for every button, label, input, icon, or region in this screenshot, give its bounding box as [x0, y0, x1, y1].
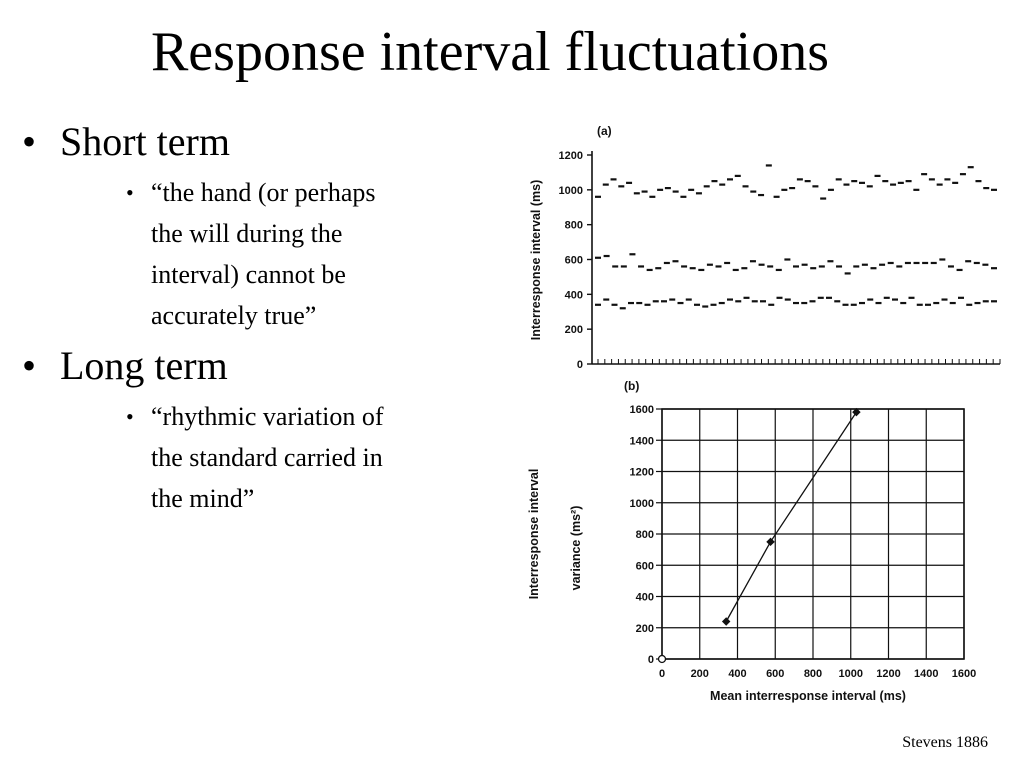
y-tick-label: 400: [565, 289, 583, 301]
x-tick-label: 800: [804, 668, 822, 680]
plot-frame: [661, 408, 965, 660]
sub-bullet-dot: •: [126, 180, 134, 205]
quote-line: “rhythmic variation of: [151, 402, 384, 431]
y-tick-label: 200: [565, 324, 583, 336]
y-tick-label: 1000: [630, 498, 654, 510]
y-tick-label: 1400: [630, 435, 654, 447]
y-tick-label: 200: [636, 623, 654, 635]
sub-bullet-text: “the hand (or perhaps the will during th…: [151, 172, 376, 336]
quote-line: interval) cannot be: [151, 260, 346, 289]
x-tick-label: 1000: [839, 668, 863, 680]
slide-title: Response interval fluctuations: [150, 21, 830, 83]
x-tick-label: 600: [766, 668, 784, 680]
quote-line: the standard carried in: [151, 443, 383, 472]
y-tick-label: 1200: [559, 150, 583, 162]
bullet-dot: •: [22, 119, 37, 164]
x-axis-label: Mean interresponse interval (ms): [710, 689, 906, 703]
y-tick-label: 1200: [630, 467, 654, 479]
series-line: [725, 411, 857, 622]
panel-label: (b): [624, 379, 639, 393]
y-tick-label: 800: [636, 529, 654, 541]
bullet-list: • Short term • “the hand (or perhaps the…: [22, 118, 482, 519]
quote-line: accurately true”: [151, 301, 317, 330]
y-tick-label: 600: [565, 255, 583, 267]
data-point: [721, 617, 731, 626]
sub-bullet-dot: •: [126, 404, 134, 429]
x-tick-label: 1400: [914, 668, 938, 680]
y-tick-label: 1600: [630, 404, 654, 416]
x-tick-label: 1200: [876, 668, 900, 680]
y-tick-label: 0: [577, 359, 583, 371]
y-axis-label-line2: variance (ms²): [569, 506, 583, 591]
x-tick-label: 0: [659, 668, 665, 680]
data-point: [766, 537, 775, 547]
quote-line: the will during the: [151, 219, 343, 248]
x-tick-label: 1600: [952, 668, 976, 680]
sub-bullet-short-term: • “the hand (or perhaps the will during …: [126, 172, 482, 336]
panel-label: (a): [597, 124, 612, 138]
data-point: [852, 407, 861, 417]
citation: Stevens 1886: [902, 734, 988, 751]
x-tick-label: 200: [691, 668, 709, 680]
y-tick-label: 400: [636, 592, 654, 604]
y-tick-label: 1000: [559, 185, 583, 197]
bullet-label: Short term: [60, 119, 230, 164]
sub-bullet-long-term: • “rhythmic variation of the standard ca…: [126, 396, 482, 519]
bullet-dot: •: [22, 343, 37, 388]
y-tick-label: 0: [648, 654, 654, 666]
sub-bullet-text: “rhythmic variation of the standard carr…: [151, 396, 383, 519]
bullet-label: Long term: [60, 343, 228, 388]
bullet-short-term: • Short term: [22, 118, 482, 166]
data-point-origin: [657, 654, 667, 664]
quote-line: the mind”: [151, 484, 255, 513]
y-tick-label: 600: [636, 560, 654, 572]
y-axis-label: Interresponse interval (ms): [529, 180, 543, 340]
bullet-long-term: • Long term: [22, 342, 482, 390]
y-axis-label: Interresponse interval: [527, 469, 541, 600]
quote-line: “the hand (or perhaps: [151, 178, 376, 207]
y-tick-label: 800: [565, 220, 583, 232]
x-tick-label: 400: [728, 668, 746, 680]
